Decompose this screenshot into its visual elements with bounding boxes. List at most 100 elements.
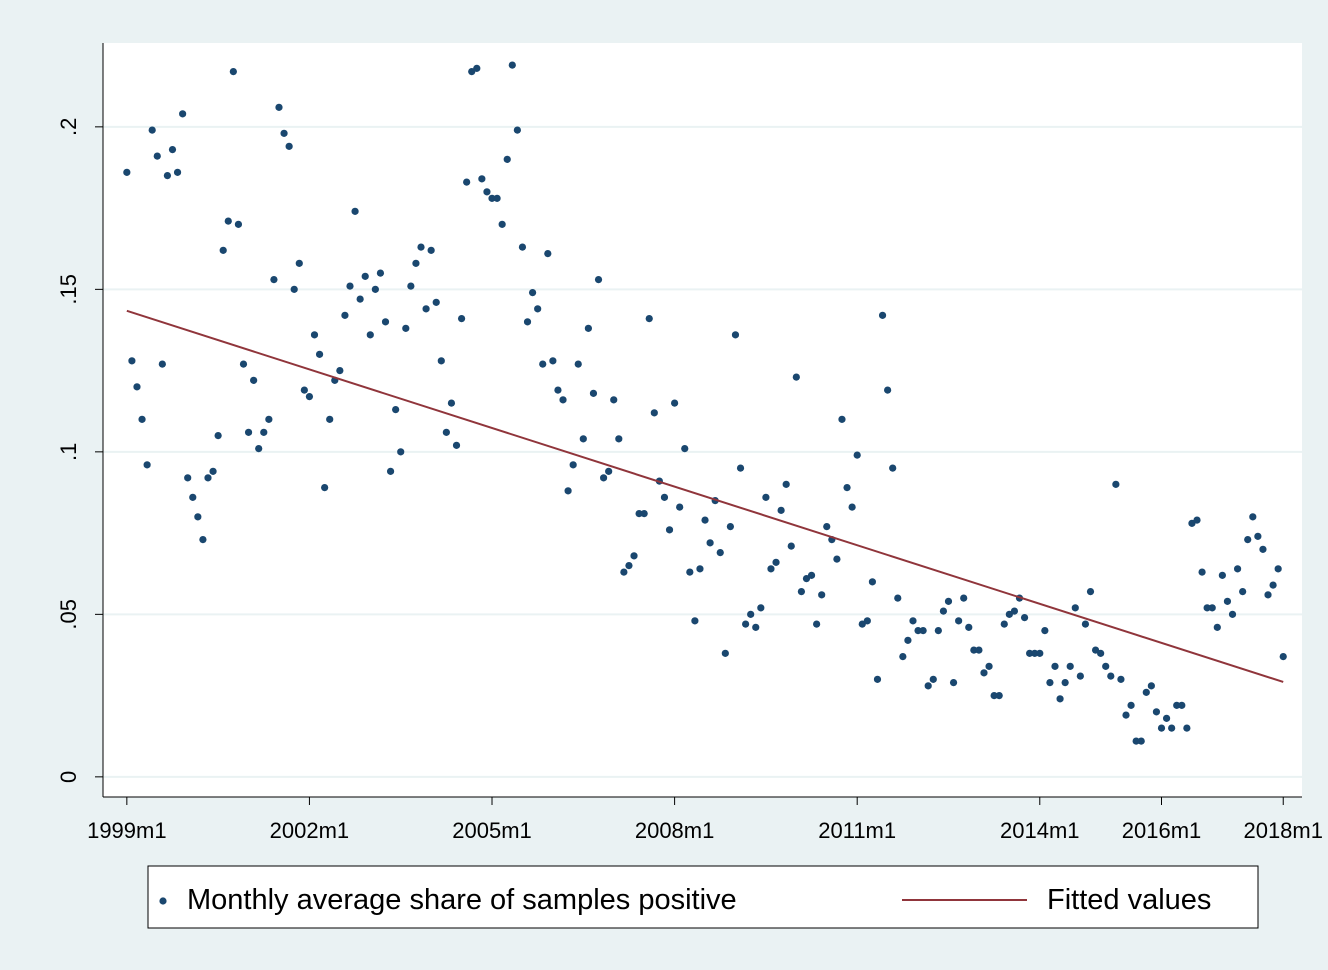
point (1228, 610, 1237, 618)
point (442, 428, 450, 436)
point (934, 627, 942, 635)
point (838, 415, 846, 423)
point (356, 295, 364, 303)
point (919, 627, 927, 635)
point (310, 331, 319, 339)
point (483, 188, 491, 196)
y-tick-label: .2 (56, 118, 81, 136)
point (949, 679, 958, 687)
fitted-line (126, 309, 1284, 683)
point (1203, 604, 1211, 612)
point (392, 406, 400, 414)
point (904, 636, 912, 644)
point (589, 389, 598, 397)
point (706, 539, 714, 547)
point (660, 493, 669, 501)
point (965, 623, 973, 631)
point (386, 467, 395, 475)
point (255, 445, 263, 453)
point (1254, 532, 1262, 540)
point (1020, 614, 1029, 622)
plot-area (103, 43, 1302, 797)
point (351, 207, 359, 215)
point (539, 360, 547, 368)
point (199, 536, 207, 544)
point (1117, 675, 1125, 683)
point (1244, 536, 1252, 544)
point (681, 445, 689, 453)
point (889, 464, 897, 472)
y-tick-label: .1 (56, 443, 81, 461)
point (1213, 623, 1221, 631)
point (168, 146, 177, 154)
point (1147, 682, 1155, 690)
point (305, 393, 314, 401)
point (1071, 604, 1079, 612)
point (1208, 604, 1216, 612)
point (1279, 653, 1287, 661)
point (605, 467, 613, 475)
point (955, 617, 963, 625)
point (158, 360, 166, 368)
point (341, 311, 349, 319)
x-tick-label: 2018m1 (1243, 818, 1323, 843)
point (1137, 737, 1145, 745)
point (534, 305, 542, 313)
point (189, 493, 197, 501)
point (528, 289, 537, 297)
point (650, 409, 658, 417)
point (610, 396, 618, 404)
point (270, 276, 278, 284)
point (179, 110, 187, 118)
point (275, 103, 283, 111)
point (371, 285, 379, 293)
point (1193, 516, 1201, 524)
point (280, 129, 288, 137)
point (884, 386, 892, 394)
point (594, 276, 603, 284)
point (899, 653, 907, 661)
point (219, 246, 227, 254)
point (133, 383, 141, 391)
point (473, 64, 481, 72)
point (1132, 737, 1140, 745)
point (787, 542, 795, 550)
point (447, 399, 456, 407)
point (265, 415, 273, 423)
point (260, 428, 268, 436)
point (1264, 591, 1272, 599)
x-tick-label: 2008m1 (635, 818, 715, 843)
point (909, 617, 917, 625)
point (752, 623, 760, 631)
point (432, 298, 440, 306)
point (894, 594, 902, 602)
point (250, 376, 258, 384)
point (1102, 662, 1110, 670)
legend (147, 865, 1259, 929)
point (671, 399, 679, 407)
point (995, 692, 1003, 700)
point (929, 675, 937, 683)
point (970, 646, 978, 654)
point (315, 350, 324, 358)
point (1000, 620, 1008, 628)
point (1239, 588, 1247, 596)
point (630, 552, 638, 560)
point (696, 565, 704, 573)
point (300, 386, 308, 394)
point (701, 516, 709, 524)
point (843, 484, 851, 492)
point (503, 155, 511, 163)
point (635, 509, 643, 518)
point (914, 627, 922, 635)
point (457, 315, 466, 323)
point (1198, 568, 1206, 576)
point (878, 311, 887, 319)
point (437, 357, 445, 365)
point (488, 194, 496, 202)
point (321, 484, 329, 492)
point (782, 480, 790, 488)
point (813, 620, 821, 628)
point (620, 568, 628, 576)
point (1010, 607, 1019, 615)
